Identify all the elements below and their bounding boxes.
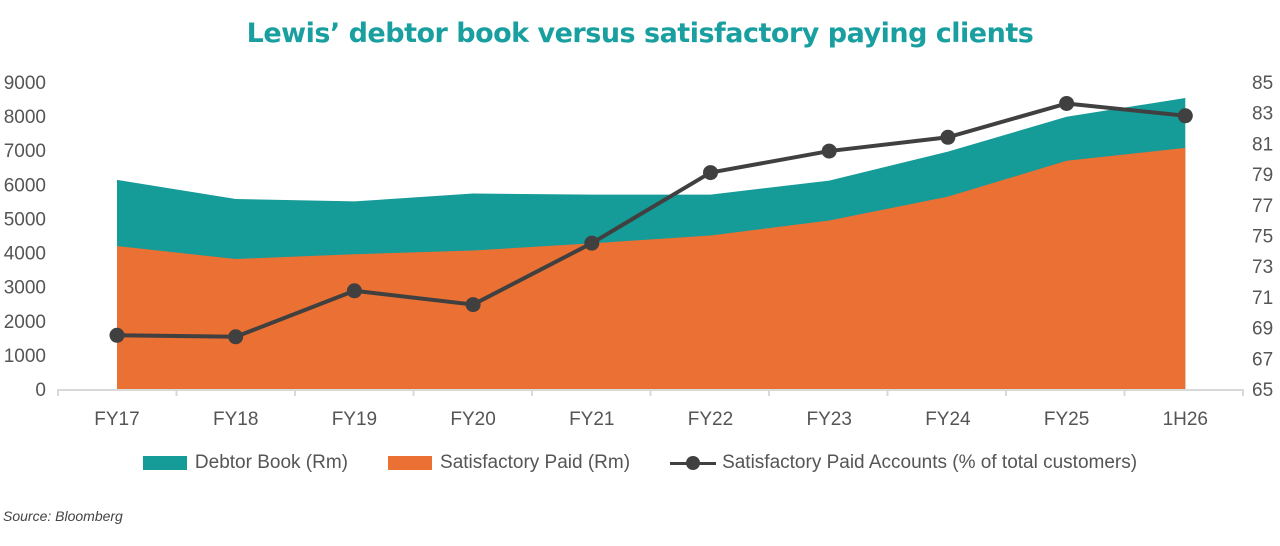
y-left-tick-label: 8000 <box>4 107 46 128</box>
x-tick-label: FY17 <box>94 409 139 430</box>
y-right-tick-label: 71 <box>1252 288 1273 309</box>
legend-label: Satisfactory Paid (Rm) <box>440 452 631 473</box>
data-point-paid-accounts <box>465 297 481 313</box>
legend-item-satisfactory-paid: Satisfactory Paid (Rm) <box>388 452 630 474</box>
y-right-tick-label: 75 <box>1252 227 1273 248</box>
y-left-tick-label: 2000 <box>4 312 46 333</box>
legend-swatch-satisfactory-paid <box>388 456 433 470</box>
y-right-tick-label: 83 <box>1252 104 1273 125</box>
y-left-tick-label: 5000 <box>4 209 46 230</box>
legend-label: Debtor Book (Rm) <box>194 452 349 473</box>
x-tick-label: FY25 <box>1044 409 1089 430</box>
y-right-tick-label: 65 <box>1252 380 1273 401</box>
legend-item-paid-accounts: Satisfactory Paid Accounts (% of total c… <box>670 452 1137 474</box>
y-left-tick-label: 0 <box>35 380 46 401</box>
x-tick-label: FY24 <box>925 409 971 430</box>
data-point-paid-accounts <box>346 283 362 299</box>
data-point-paid-accounts <box>1059 95 1075 111</box>
y-left-tick-label: 1000 <box>4 346 46 367</box>
legend-swatch-line-marker <box>670 456 717 470</box>
legend-item-debtor-book: Debtor Book (Rm) <box>142 452 349 474</box>
x-tick-label: FY20 <box>450 409 495 430</box>
y-left-tick-label: 3000 <box>4 278 46 299</box>
legend-label: Satisfactory Paid Accounts (% of total c… <box>722 452 1138 473</box>
y-left-tick-label: 9000 <box>4 73 46 94</box>
y-right-tick-label: 85 <box>1252 73 1273 94</box>
data-point-paid-accounts <box>821 143 837 159</box>
x-tick-label: FY19 <box>332 409 377 430</box>
y-right-tick-label: 67 <box>1252 349 1273 370</box>
y-right-tick-label: 77 <box>1252 196 1273 217</box>
source-note: Source: Bloomberg <box>3 508 123 524</box>
data-point-paid-accounts <box>940 129 956 145</box>
y-right-tick-label: 73 <box>1252 257 1273 278</box>
line-paid-accounts <box>116 101 1186 339</box>
x-tick-label: FY21 <box>569 409 614 430</box>
y-right-tick-label: 79 <box>1252 165 1273 186</box>
x-tick-label: 1H26 <box>1163 409 1208 430</box>
data-point-paid-accounts <box>109 327 125 343</box>
data-point-paid-accounts <box>703 165 718 181</box>
x-tick-label: FY23 <box>806 409 851 430</box>
chart-title: Lewis’ debtor book versus satisfactory p… <box>246 18 1034 49</box>
y-right-tick-label: 81 <box>1252 134 1273 155</box>
y-left-tick-label: 4000 <box>4 244 46 265</box>
data-point-paid-accounts <box>1177 108 1193 124</box>
legend: Debtor Book (Rm) Satisfactory Paid (Rm) … <box>0 452 1280 474</box>
legend-swatch-debtor-book <box>142 456 187 470</box>
y-right-tick-label: 69 <box>1252 319 1273 340</box>
data-point-paid-accounts <box>584 235 600 251</box>
y-left-tick-label: 7000 <box>4 141 46 162</box>
y-left-tick-label: 6000 <box>4 175 46 196</box>
chart-plot: 0 1000 2000 3000 4000 5000 6000 7000 8000 9000 65 6… <box>4 73 1273 430</box>
x-tick-label: FY22 <box>688 409 733 430</box>
area-satisfactory-paid <box>117 147 1186 389</box>
data-point-paid-accounts <box>228 329 244 345</box>
x-tick-label: FY18 <box>213 409 258 430</box>
